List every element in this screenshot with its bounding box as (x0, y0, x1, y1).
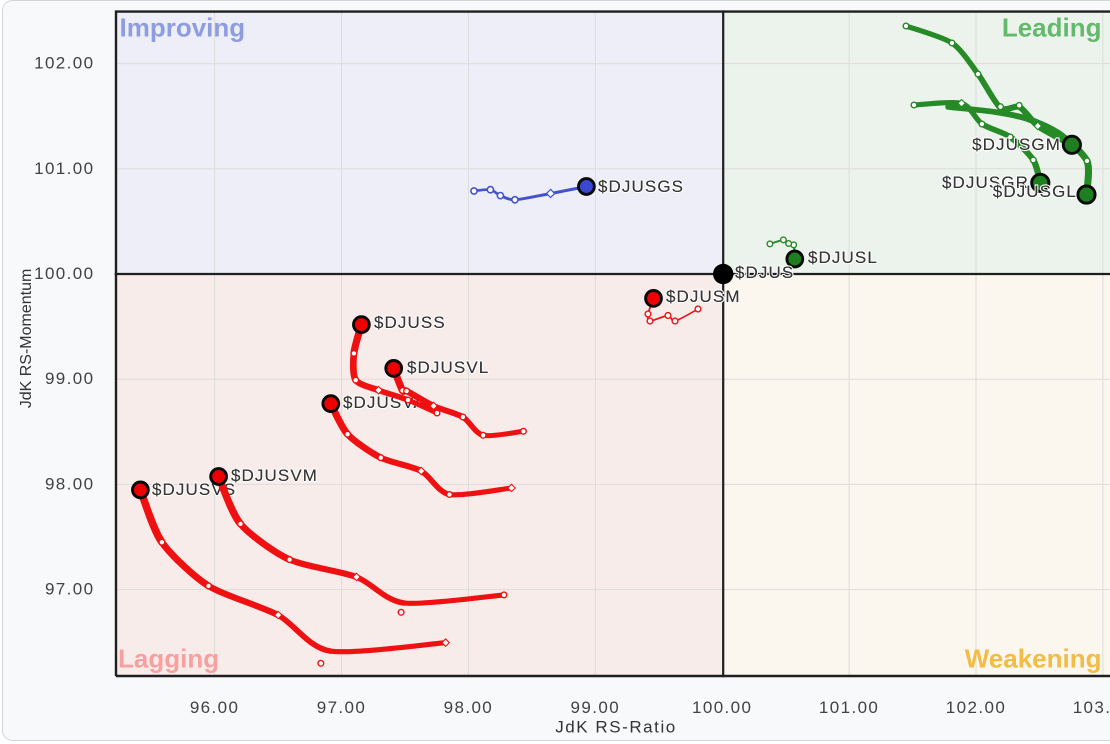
svg-text:$DJUSGS: $DJUSGS (598, 177, 684, 196)
svg-text:$DJUSVM: $DJUSVM (231, 466, 318, 485)
svg-text:$DJUSGM: $DJUSGM (972, 135, 1061, 154)
svg-text:97.00: 97.00 (317, 698, 367, 717)
svg-text:$DJUSM: $DJUSM (666, 287, 741, 306)
svg-text:100.00: 100.00 (34, 264, 94, 283)
svg-text:$DJUSGR: $DJUSGR (942, 173, 1029, 192)
svg-text:$DJUSVM: $DJUSVM (231, 466, 318, 485)
svg-text:99.00: 99.00 (571, 698, 621, 717)
svg-text:Improving: Improving (120, 13, 246, 43)
svg-text:$DJUS: $DJUS (735, 263, 794, 282)
svg-text:100.00: 100.00 (692, 698, 752, 717)
svg-text:$DJUSVL: $DJUSVL (407, 358, 489, 377)
svg-text:$DJUSGR: $DJUSGR (942, 173, 1029, 192)
svg-text:$DJUSGL: $DJUSGL (993, 182, 1077, 201)
svg-text:$DJUS: $DJUS (735, 263, 794, 282)
svg-text:97.00: 97.00 (45, 580, 95, 599)
svg-text:98.00: 98.00 (45, 474, 95, 493)
svg-text:JdK RS-Ratio: JdK RS-Ratio (555, 718, 677, 737)
svg-text:$DJUSGM: $DJUSGM (972, 135, 1061, 154)
svg-text:Weakening: Weakening (965, 644, 1102, 674)
svg-text:102.00: 102.00 (34, 54, 94, 73)
svg-text:$DJUSVL: $DJUSVL (407, 358, 489, 377)
svg-text:101.00: 101.00 (34, 159, 94, 178)
svg-text:Leading: Leading (1002, 13, 1102, 43)
svg-text:102.00: 102.00 (946, 698, 1006, 717)
svg-text:$DJUSGS: $DJUSGS (598, 177, 684, 196)
svg-text:99.00: 99.00 (45, 369, 95, 388)
svg-text:$DJUSS: $DJUSS (374, 313, 446, 332)
svg-text:$DJUSM: $DJUSM (666, 287, 741, 306)
svg-text:JdK RS-Momentum: JdK RS-Momentum (18, 269, 35, 409)
svg-text:96.00: 96.00 (190, 698, 240, 717)
svg-text:$DJUSGL: $DJUSGL (993, 182, 1077, 201)
svg-text:$DJUSS: $DJUSS (374, 313, 446, 332)
svg-text:Lagging: Lagging (118, 644, 219, 674)
svg-text:$DJUSL: $DJUSL (808, 248, 878, 267)
svg-text:103.00: 103.00 (1073, 698, 1110, 717)
svg-text:$DJUSL: $DJUSL (808, 248, 878, 267)
svg-text:98.00: 98.00 (444, 698, 494, 717)
svg-text:101.00: 101.00 (819, 698, 879, 717)
